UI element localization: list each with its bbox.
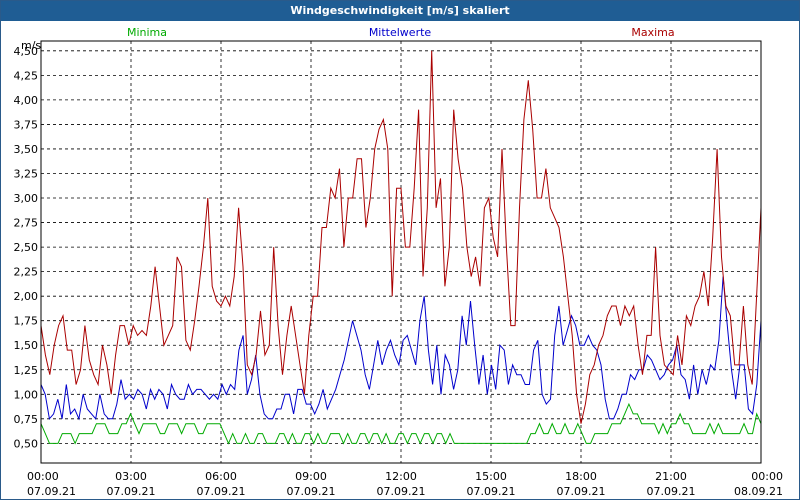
x-tick-date: 07.09.21 bbox=[467, 485, 516, 498]
y-tick-label: 0,75 bbox=[14, 413, 39, 426]
x-tick-date: 07.09.21 bbox=[27, 485, 76, 498]
grid-lines bbox=[41, 41, 761, 463]
legend-mittelwerte: Mittelwerte bbox=[369, 26, 432, 39]
y-axis-label: m/s bbox=[21, 39, 41, 52]
x-tick-time: 00:00 bbox=[751, 470, 783, 483]
series-line-mittelwerte bbox=[40, 276, 762, 421]
x-tick-date: 08.09.21 bbox=[734, 485, 783, 498]
y-tick-label: 1,00 bbox=[14, 388, 39, 401]
x-tick-labels: 00:00 07.09.21 03:00 07.09.21 06:00 07.09.21 0… bbox=[27, 470, 783, 498]
x-tick-date: 07.09.21 bbox=[647, 485, 696, 498]
x-tick-date: 07.09.21 bbox=[197, 485, 246, 498]
x-tick-date: 07.09.21 bbox=[557, 485, 606, 498]
x-tick-time: 12:00 bbox=[385, 470, 417, 483]
y-tick-label: 3,50 bbox=[14, 143, 39, 156]
x-tick-time: 18:00 bbox=[565, 470, 597, 483]
series-line-minima bbox=[40, 402, 762, 445]
x-tick-date: 07.09.21 bbox=[287, 485, 336, 498]
x-tick-time: 21:00 bbox=[655, 470, 687, 483]
y-tick-label: 0,50 bbox=[14, 437, 39, 450]
y-tick-label: 4,25 bbox=[14, 69, 39, 82]
y-tick-label: 3,25 bbox=[14, 167, 39, 180]
x-tick-time: 00:00 bbox=[27, 470, 59, 483]
series-lines bbox=[40, 50, 762, 445]
series-line-maxima bbox=[40, 50, 762, 424]
x-tick-time: 09:00 bbox=[295, 470, 327, 483]
y-tick-label: 4,50 bbox=[14, 45, 39, 58]
y-tick-label: 2,50 bbox=[14, 241, 39, 254]
y-tick-label: 2,25 bbox=[14, 266, 39, 279]
y-tick-label: 1,75 bbox=[14, 315, 39, 328]
x-tick-date: 07.09.21 bbox=[377, 485, 426, 498]
chart-title: Windgeschwindigkeit [m/s] skaliert bbox=[1, 1, 799, 21]
x-tick-time: 06:00 bbox=[205, 470, 237, 483]
y-tick-label: 3,00 bbox=[14, 192, 39, 205]
x-tick-date: 07.09.21 bbox=[107, 485, 156, 498]
y-tick-label: 1,50 bbox=[14, 339, 39, 352]
y-tick-label: 1,25 bbox=[14, 364, 39, 377]
legend-maxima: Maxima bbox=[631, 26, 674, 39]
x-tick-time: 03:00 bbox=[115, 470, 147, 483]
plot-area-border bbox=[40, 40, 762, 464]
y-tick-label: 3,75 bbox=[14, 118, 39, 131]
y-tick-label: 2,00 bbox=[14, 290, 39, 303]
y-tick-label: 2,75 bbox=[14, 217, 39, 230]
legend-minima: Minima bbox=[127, 26, 167, 39]
y-tick-labels: 0,50 0,75 1,00 1,25 1,50 1,75 2,00 2,25 2,50 2,75… bbox=[14, 45, 39, 451]
y-tick-label: 4,00 bbox=[14, 94, 39, 107]
x-tick-time: 15:00 bbox=[475, 470, 507, 483]
